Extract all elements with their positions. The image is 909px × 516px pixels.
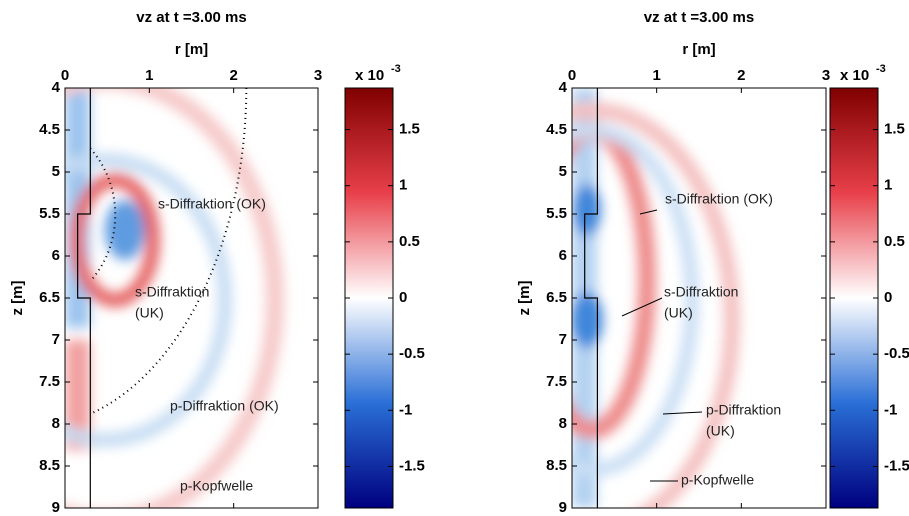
y-tick-label: 6.5 [546, 289, 567, 306]
y-tick-label: 5.5 [546, 205, 567, 222]
colorbar-tick-label: -0.5 [399, 345, 425, 362]
wave-feature [572, 292, 603, 348]
x-tick-label: 2 [737, 67, 745, 84]
y-tick-label: 4.5 [39, 121, 60, 138]
wave-feature [572, 102, 740, 508]
annotation: p-Kopfwelle [180, 478, 253, 494]
colorbar-tick-label: 1 [399, 177, 407, 194]
x-axis-label: r [m] [682, 41, 715, 58]
colorbar-exponent: -3 [391, 63, 401, 75]
y-tick-label: 5.5 [39, 205, 60, 222]
x-tick-label: 3 [314, 67, 322, 84]
y-tick-label: 8 [559, 415, 567, 432]
wave-feature [70, 173, 160, 307]
y-tick-label: 6 [52, 247, 60, 264]
annotation: s-Diffraktion [664, 284, 738, 300]
annotation-pointer [621, 297, 663, 317]
x-tick-label: 3 [822, 67, 830, 84]
colorbar-exponent: -3 [876, 63, 886, 75]
wave-feature [65, 153, 232, 447]
annotation: (UK) [135, 305, 164, 321]
y-tick-label: 9 [559, 499, 567, 516]
annotation-pointer [662, 411, 703, 415]
x-tick-label: 0 [568, 67, 576, 84]
borehole-outline [584, 88, 599, 508]
y-tick-label: 4 [52, 79, 61, 96]
colorbar-tick-label: 0 [399, 289, 407, 306]
colorbar-tick-label: -1.5 [884, 457, 909, 474]
annotation: s-Diffraktion (OK) [158, 196, 266, 212]
wavefield [65, 88, 284, 508]
colorbar-tick-label: -1.5 [399, 457, 425, 474]
colorbar-multiplier: x 10 [355, 67, 384, 84]
y-tick-label: 7.5 [39, 373, 60, 390]
y-tick-label: 7 [559, 331, 567, 348]
annotation: s-Diffraktion [135, 284, 209, 300]
colorbar-tick-label: 0.5 [399, 233, 420, 250]
chart-title: vz at t =3.00 ms [136, 9, 246, 26]
x-tick-label: 1 [652, 67, 660, 84]
y-axis-label: z [m] [516, 281, 533, 316]
y-tick-label: 8.5 [546, 457, 567, 474]
colorbar-tick-label: -0.5 [884, 345, 909, 362]
colorbar-tick-label: 1.5 [399, 121, 420, 138]
colorbar-tick-label: 1 [884, 177, 892, 194]
y-tick-label: 6.5 [39, 289, 60, 306]
y-tick-label: 9 [52, 499, 60, 516]
wave-feature [105, 200, 145, 260]
y-tick-label: 4.5 [546, 121, 567, 138]
wavefront-circle [89, 88, 248, 415]
annotation: s-Diffraktion (OK) [665, 191, 773, 207]
colorbar-tick-label: 1.5 [884, 121, 905, 138]
wavefield-blur [65, 88, 284, 508]
colorbar-tick-label: 0.5 [884, 233, 905, 250]
y-tick-label: 7.5 [546, 373, 567, 390]
y-tick-label: 8.5 [39, 457, 60, 474]
colorbar-tick-label: -1 [884, 401, 897, 418]
x-tick-label: 1 [145, 67, 153, 84]
colorbar-tick-label: -1 [399, 401, 412, 418]
x-tick-label: 0 [61, 67, 69, 84]
colorbar [344, 87, 394, 509]
wave-feature [572, 123, 699, 477]
y-tick-label: 8 [52, 415, 60, 432]
annotation: p-Kopfwelle [681, 472, 754, 488]
colorbar-multiplier: x 10 [840, 67, 869, 84]
x-tick-label: 2 [229, 67, 237, 84]
colorbar [829, 87, 879, 509]
colorbar-tick-label: 0 [884, 289, 892, 306]
annotation: (UK) [706, 423, 735, 439]
y-tick-label: 6 [559, 247, 567, 264]
y-tick-label: 7 [52, 331, 60, 348]
x-axis-label: r [m] [175, 41, 208, 58]
annotation: (UK) [664, 305, 693, 321]
wave-feature [573, 184, 601, 236]
annotation-pointer [639, 209, 658, 215]
y-tick-label: 4 [559, 79, 568, 96]
y-tick-label: 5 [52, 163, 60, 180]
y-axis-label: z [m] [9, 281, 26, 316]
annotation: p-Diffraktion [706, 402, 781, 418]
y-tick-label: 5 [559, 163, 567, 180]
chart-title: vz at t =3.00 ms [644, 9, 754, 26]
annotation: p-Diffraktion (OK) [170, 398, 279, 414]
wave-feature [65, 88, 284, 508]
borehole-outline [77, 88, 91, 508]
